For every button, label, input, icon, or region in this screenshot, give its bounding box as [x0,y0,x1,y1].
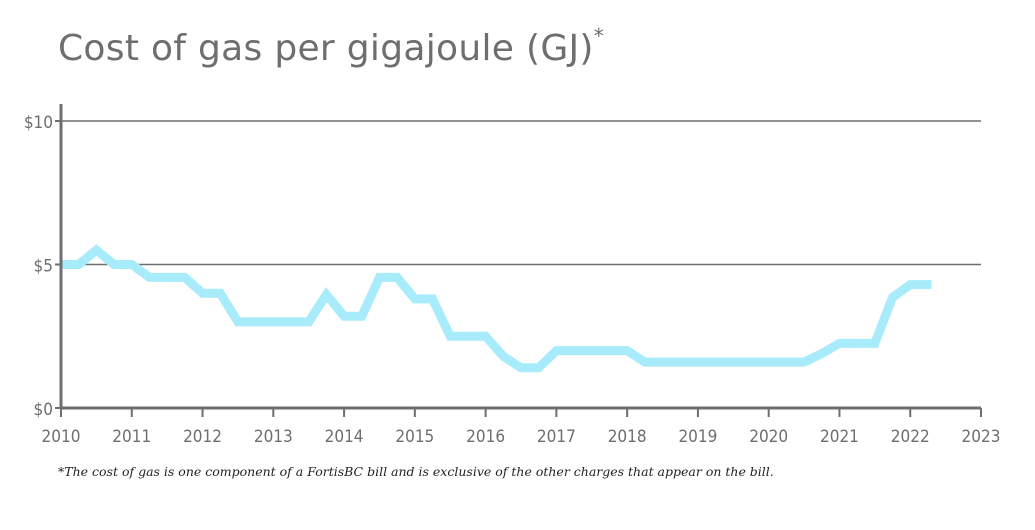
x-tick-label-2019: 2019 [678,427,717,447]
chart-title: Cost of gas per gigajoule (GJ)* [58,24,604,69]
x-tick-label-2018: 2018 [608,427,647,447]
x-tick-label-2011: 2011 [112,427,151,447]
footnote: *The cost of gas is one component of a F… [58,464,774,479]
x-tick-label-2010: 2010 [42,427,81,447]
x-tick-label-2023: 2023 [962,427,1001,447]
x-tick-label-2015: 2015 [395,427,434,447]
series-layer [61,244,932,373]
x-tick-label-2017: 2017 [537,427,576,447]
chart-title-text: Cost of gas per gigajoule (GJ) [58,28,594,69]
axes [55,104,982,417]
title-footnote-marker: * [593,24,605,48]
x-tick-label-2012: 2012 [183,427,222,447]
x-tick-label-2021: 2021 [820,427,859,447]
series-line-0 [61,244,932,373]
y-tick-label-0: $0 [34,400,53,420]
x-tick-label-2014: 2014 [325,427,364,447]
x-tick-label-2013: 2013 [254,427,293,447]
x-tick-label-2022: 2022 [891,427,930,447]
tick-labels: $0 $5 $10 2010 2011 2012 2013 2014 2015 2016 2017 2… [24,113,1001,447]
y-tick-label-10: $10 [24,113,53,133]
gridlines [61,120,981,266]
x-tick-label-2020: 2020 [749,427,788,447]
y-tick-label-5: $5 [34,257,53,277]
x-tick-label-2016: 2016 [466,427,505,447]
